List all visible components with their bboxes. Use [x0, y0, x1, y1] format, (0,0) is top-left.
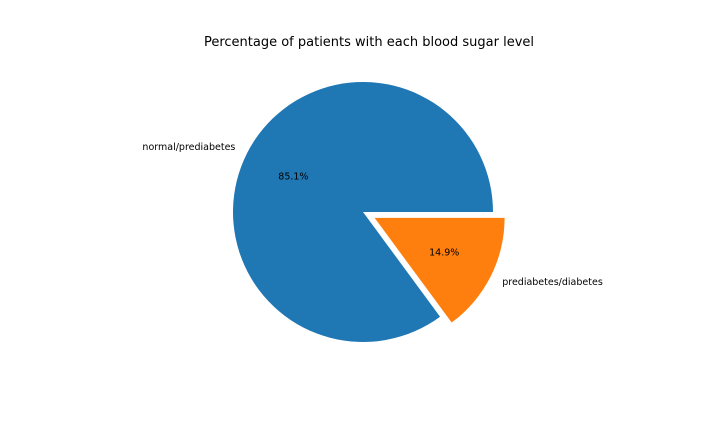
slice-label: prediabetes/diabetes [502, 277, 603, 288]
slice-percentage-label: 85.1% [278, 171, 308, 182]
pie-slice-prediabetes-diabetes [374, 217, 505, 323]
pie-labels: normal/prediabetes 85.1% prediabetes/diabe… [142, 142, 602, 288]
slice-percentage-label: 14.9% [429, 248, 459, 259]
pie-slice-normal-prediabetes [233, 81, 493, 342]
pie-slices [233, 81, 505, 342]
chart-title: Percentage of patients with each blood s… [204, 35, 534, 50]
slice-label: normal/prediabetes [142, 142, 235, 153]
